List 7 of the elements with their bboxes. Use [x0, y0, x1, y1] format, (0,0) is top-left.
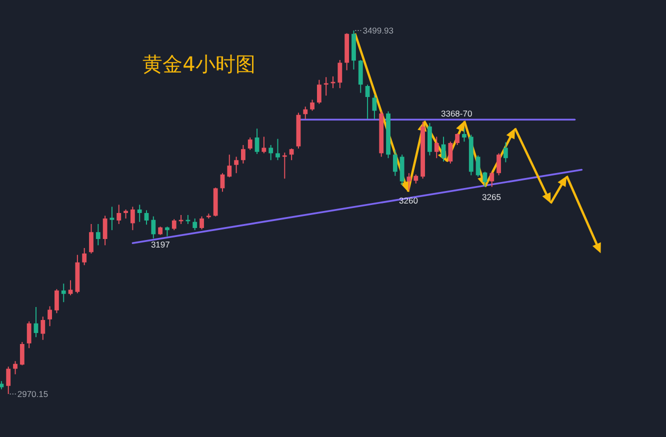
annotation: 2970.15 [17, 389, 48, 399]
annotation: 3499.93 [362, 26, 394, 36]
annotation: 3265 [482, 192, 502, 202]
annotation: 3368-70 [441, 108, 472, 119]
annotation: 3260 [399, 196, 418, 206]
annotation: 3197 [150, 239, 170, 250]
text: 黄金4小时图 [142, 52, 256, 76]
